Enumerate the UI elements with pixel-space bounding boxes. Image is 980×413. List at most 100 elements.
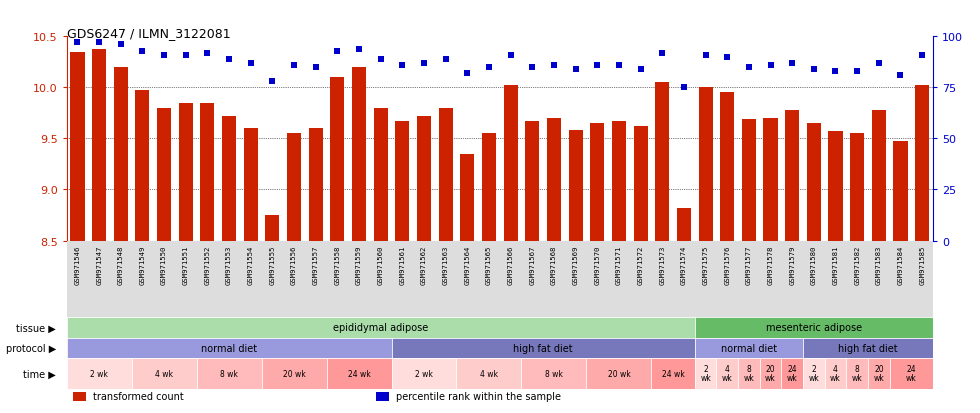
Text: GSM971557: GSM971557 — [313, 245, 318, 284]
Bar — [525, 122, 539, 241]
Point — [546, 62, 562, 69]
Bar — [92, 50, 106, 241]
Text: GSM971546: GSM971546 — [74, 245, 80, 284]
Bar — [612, 122, 626, 241]
Bar — [894, 142, 907, 241]
Text: 24
wk: 24 wk — [787, 364, 798, 382]
Text: 2 wk: 2 wk — [416, 369, 433, 378]
Point — [741, 64, 757, 71]
Text: GSM971576: GSM971576 — [724, 245, 730, 284]
Text: normal diet: normal diet — [721, 343, 777, 353]
Text: GSM971562: GSM971562 — [421, 245, 427, 284]
Point — [719, 54, 735, 61]
Text: GSM971581: GSM971581 — [832, 245, 839, 284]
Text: 2
wk: 2 wk — [808, 364, 819, 382]
Bar — [521, 358, 586, 389]
Text: GSM971553: GSM971553 — [226, 245, 232, 284]
Text: 20
wk: 20 wk — [765, 364, 776, 382]
Text: GSM971574: GSM971574 — [681, 245, 687, 284]
Point — [589, 62, 605, 69]
Text: GSM971568: GSM971568 — [551, 245, 557, 284]
Text: tissue ▶: tissue ▶ — [17, 323, 56, 332]
Point — [828, 69, 844, 75]
Bar — [482, 134, 496, 241]
Text: 24 wk: 24 wk — [662, 369, 684, 378]
Text: GSM971555: GSM971555 — [270, 245, 275, 284]
Point — [567, 66, 583, 73]
Text: GSM971575: GSM971575 — [703, 245, 709, 284]
Text: transformed count: transformed count — [93, 392, 183, 401]
Point — [633, 66, 649, 73]
Bar — [847, 358, 868, 389]
Point — [503, 52, 518, 59]
Bar — [266, 216, 279, 241]
Bar — [287, 134, 301, 241]
Text: 4 wk: 4 wk — [480, 369, 498, 378]
Bar — [850, 134, 864, 241]
Bar — [781, 358, 803, 389]
Bar — [391, 358, 457, 389]
Bar — [590, 124, 605, 241]
Text: GSM971578: GSM971578 — [767, 245, 773, 284]
Text: 8 wk: 8 wk — [220, 369, 238, 378]
Point — [113, 42, 128, 49]
Bar — [586, 358, 652, 389]
Bar — [114, 68, 127, 241]
Text: GSM971573: GSM971573 — [660, 245, 665, 284]
Text: GSM971577: GSM971577 — [746, 245, 752, 284]
Text: 20
wk: 20 wk — [873, 364, 884, 382]
Bar — [547, 119, 561, 241]
Bar — [67, 318, 695, 338]
Bar — [742, 120, 756, 241]
Bar — [244, 129, 258, 241]
Bar — [720, 93, 734, 241]
Bar — [738, 358, 760, 389]
Text: GSM971583: GSM971583 — [876, 245, 882, 284]
Text: normal diet: normal diet — [201, 343, 257, 353]
Text: GSM971559: GSM971559 — [356, 245, 362, 284]
Bar — [67, 358, 131, 389]
Bar — [309, 129, 322, 241]
Point — [134, 48, 150, 55]
Text: GSM971550: GSM971550 — [161, 245, 168, 284]
Text: GSM971585: GSM971585 — [919, 245, 925, 284]
Bar — [373, 109, 388, 241]
Point — [351, 46, 367, 53]
Point — [655, 50, 670, 57]
Point — [893, 73, 908, 79]
Text: GSM971584: GSM971584 — [898, 245, 904, 284]
Bar — [461, 154, 474, 241]
Point — [850, 69, 865, 75]
Bar — [178, 103, 193, 241]
Point — [395, 62, 411, 69]
Text: 8
wk: 8 wk — [852, 364, 862, 382]
Bar — [222, 116, 236, 241]
Bar — [67, 241, 933, 318]
Bar — [74, 392, 86, 401]
Bar — [326, 358, 392, 389]
Text: GSM971582: GSM971582 — [855, 245, 860, 284]
Bar — [699, 88, 712, 241]
Text: 24
wk: 24 wk — [906, 364, 916, 382]
Point — [612, 62, 627, 69]
Text: 4
wk: 4 wk — [830, 364, 841, 382]
Text: percentile rank within the sample: percentile rank within the sample — [396, 392, 561, 401]
Bar — [504, 86, 517, 241]
Text: GSM971570: GSM971570 — [594, 245, 601, 284]
Point — [286, 62, 302, 69]
Bar — [135, 91, 150, 241]
Text: 2 wk: 2 wk — [90, 369, 108, 378]
Point — [265, 79, 280, 85]
Point — [308, 64, 323, 71]
Point — [200, 50, 216, 57]
Bar — [825, 358, 847, 389]
Text: 4
wk: 4 wk — [722, 364, 733, 382]
Text: 4 wk: 4 wk — [155, 369, 173, 378]
Bar — [803, 338, 933, 358]
Text: GSM971560: GSM971560 — [377, 245, 384, 284]
Bar — [828, 132, 843, 241]
Text: GSM971569: GSM971569 — [572, 245, 578, 284]
Bar — [656, 83, 669, 241]
Text: protocol ▶: protocol ▶ — [6, 343, 56, 353]
Point — [372, 56, 388, 63]
